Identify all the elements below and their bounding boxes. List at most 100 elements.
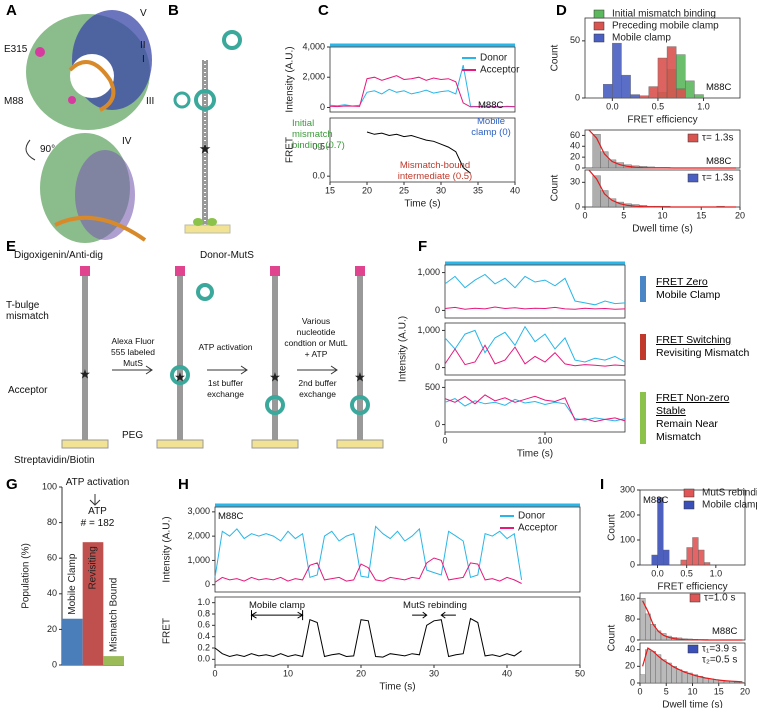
y-tick-label: 20 xyxy=(625,661,635,671)
bar-label: Mismatch Bound xyxy=(108,578,119,652)
y-tick-label: 0.6 xyxy=(197,620,210,630)
hist-bar xyxy=(686,547,693,566)
y-tick-label: 0 xyxy=(575,201,580,211)
hist-bar xyxy=(666,662,672,684)
hist-bar xyxy=(723,681,730,684)
fit-curve xyxy=(642,647,743,683)
key-title: FRET Zero xyxy=(656,276,708,288)
residue-label: E315 xyxy=(4,44,28,55)
category-key: FRET Switching Revisiting Mismatch xyxy=(640,334,749,360)
y-tick-label: 160 xyxy=(620,593,635,603)
x-tick-label: 100 xyxy=(537,435,552,445)
hist-bar xyxy=(685,80,695,99)
legend-label: τ=1.0 s xyxy=(704,593,735,604)
diagram-label: Streptavidin/Biotin xyxy=(14,455,95,466)
plot-frame xyxy=(214,596,581,666)
key-title: FRET Switching xyxy=(656,334,732,346)
trace xyxy=(329,75,516,108)
note: ATP activation xyxy=(65,477,130,488)
svg-text:★: ★ xyxy=(199,141,212,157)
x-tick-label: 0.5 xyxy=(680,568,693,578)
y-tick-label: 80 xyxy=(625,613,635,623)
y-tick-label: 80 xyxy=(47,517,57,527)
y-axis-label: FRET xyxy=(162,618,173,644)
x-axis-label: Dwell time (s) xyxy=(662,700,723,708)
x-axis-label: Time (s) xyxy=(404,199,440,210)
x-tick-label: 0.0 xyxy=(651,568,664,578)
y-tick-label: 60 xyxy=(570,130,580,140)
hist-bar xyxy=(639,95,650,99)
panel-label: E xyxy=(6,238,17,255)
note: # = 182 xyxy=(80,518,115,529)
hist-bar xyxy=(655,654,662,684)
hist-bar xyxy=(734,681,740,684)
y-axis-label: Intensity (A.U.) xyxy=(285,46,296,112)
x-tick-label: 0.5 xyxy=(652,101,665,111)
y-tick-label: 0 xyxy=(575,162,580,172)
hist-bar xyxy=(603,84,613,99)
annotation: M88C xyxy=(712,626,738,637)
panel-label: H xyxy=(178,476,189,493)
panel-label: C xyxy=(318,2,329,19)
diagram-label: Various nucleotide condtion or MutL + AT… xyxy=(284,316,348,359)
domain-label: I xyxy=(142,54,145,65)
y-tick-label: 0 xyxy=(435,305,440,315)
hist-bar xyxy=(671,666,677,684)
trace xyxy=(444,398,626,422)
y-tick-label: 0.8 xyxy=(197,608,210,618)
svg-text:★: ★ xyxy=(79,366,91,381)
x-tick-label: 20 xyxy=(735,210,745,220)
x-tick-label: 0 xyxy=(582,210,587,220)
y-tick-label: 2,000 xyxy=(302,72,325,82)
legend-swatch xyxy=(593,21,605,31)
hist-bar xyxy=(612,42,622,99)
legend-swatch xyxy=(687,133,699,143)
y-tick-label: 0 xyxy=(630,559,635,569)
plot-frame xyxy=(214,506,581,593)
bar-label: Mobile Clamp xyxy=(67,553,78,615)
hist-bar xyxy=(630,94,640,99)
y-tick-label: 0 xyxy=(435,419,440,429)
y-axis-label: FRET xyxy=(285,137,296,163)
x-tick-label: 40 xyxy=(510,185,520,195)
hist-bar xyxy=(657,57,668,99)
x-tick-label: 30 xyxy=(436,185,446,195)
y-axis-label: Intensity (A.U.) xyxy=(398,316,409,382)
legend-label: Mobile clamp xyxy=(612,33,671,44)
y-tick-label: 200 xyxy=(620,509,635,519)
plot-frame xyxy=(444,264,626,319)
y-axis-label: Count xyxy=(550,174,561,201)
y-tick-label: 100 xyxy=(42,481,57,491)
plot-frame xyxy=(329,117,516,183)
hist-bar xyxy=(703,562,711,566)
y-tick-label: 500 xyxy=(425,382,440,392)
x-axis-label: Time (s) xyxy=(379,682,415,693)
trace xyxy=(444,273,626,306)
y-tick-label: 1,000 xyxy=(187,555,210,565)
legend-swatch xyxy=(683,500,695,510)
y-tick-label: 0 xyxy=(630,677,635,687)
annotation: Mismatch-bound intermediate (0.5) xyxy=(397,160,473,182)
legend-label: Initial mismatch binding xyxy=(612,9,716,20)
hist-bar xyxy=(645,613,651,641)
y-tick-label: 0.0 xyxy=(312,171,325,181)
y-tick-label: 50 xyxy=(570,35,580,45)
x-tick-label: 5 xyxy=(621,210,626,220)
x-tick-label: 15 xyxy=(696,210,706,220)
hist-bar xyxy=(660,659,667,684)
x-tick-label: 5 xyxy=(664,686,669,696)
y-tick-label: 2,000 xyxy=(187,531,210,541)
legend-swatch xyxy=(593,33,605,43)
y-tick-label: 0 xyxy=(320,102,325,112)
x-tick-label: 1.0 xyxy=(710,568,723,578)
x-axis-label: FRET efficiency xyxy=(627,115,697,126)
hist-bar xyxy=(666,46,677,99)
trace xyxy=(214,557,522,584)
svg-text:★: ★ xyxy=(354,369,366,384)
bar xyxy=(82,542,104,665)
panel-label: G xyxy=(6,476,18,493)
y-tick-label: 20 xyxy=(570,152,580,162)
y-tick-label: 40 xyxy=(47,588,57,598)
key-subtitle: Remain Near Mismatch xyxy=(656,418,718,443)
